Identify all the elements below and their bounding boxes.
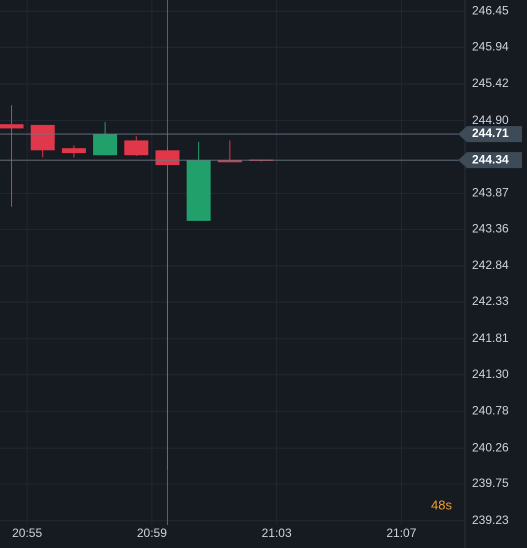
y-tick-label: 241.81	[472, 331, 509, 345]
x-tick-label: 20:59	[137, 526, 167, 540]
price-tag	[458, 126, 522, 143]
y-tick-label: 245.94	[472, 39, 509, 53]
candle-body	[217, 160, 242, 163]
candle-body	[155, 150, 180, 166]
candle-body	[0, 124, 24, 129]
y-tick-label: 246.45	[472, 3, 509, 17]
candle-body	[186, 160, 211, 221]
y-tick-label: 239.23	[472, 513, 509, 527]
y-tick-label: 242.33	[472, 294, 509, 308]
y-tick-label: 241.30	[472, 367, 509, 381]
y-tick-label: 244.90	[472, 113, 509, 127]
candle-body	[61, 148, 86, 154]
x-tick-label: 21:03	[262, 526, 292, 540]
x-tick-label: 21:07	[386, 526, 416, 540]
price-label: 244.34	[472, 152, 509, 166]
countdown: 48s	[431, 497, 452, 512]
candle-body	[93, 134, 118, 156]
y-tick-label: 239.75	[472, 476, 509, 490]
y-tick-label: 242.84	[472, 258, 509, 272]
y-tick-label: 240.78	[472, 404, 509, 418]
y-tick-label: 243.87	[472, 186, 509, 200]
price-label: 244.71	[472, 126, 509, 140]
y-tick-label: 243.36	[472, 222, 509, 236]
price-tag	[458, 152, 522, 169]
y-tick-label: 240.26	[472, 440, 509, 454]
y-tick-label: 245.42	[472, 76, 509, 90]
candle-body	[30, 124, 55, 151]
candle-body	[124, 140, 149, 156]
x-tick-label: 20:55	[12, 526, 42, 540]
